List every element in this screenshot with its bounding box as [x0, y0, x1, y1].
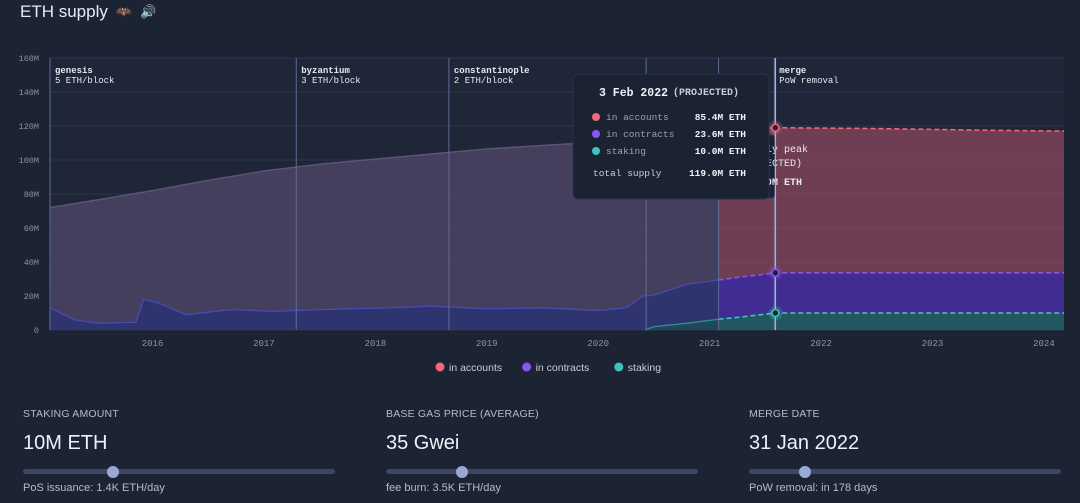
tooltip-dot-staking: [592, 147, 600, 155]
tooltip-row-label: staking: [606, 146, 646, 157]
x-tick-label: 2021: [699, 339, 721, 349]
hover-marker-contracts: [771, 268, 780, 278]
contracts-area-historical: [50, 279, 719, 330]
y-tick-label: 140M: [19, 88, 39, 98]
milestone-reward: 3 ETH/block: [301, 76, 360, 86]
milestone-name: byzantium: [301, 66, 350, 76]
accounts-area-historical: [50, 131, 719, 330]
peak-annotation-value: .0M ETH: [760, 178, 802, 189]
milestone-name: constantinople: [454, 66, 530, 76]
control-value: 35 Gwei: [386, 432, 460, 454]
supply-chart[interactable]: 0 20M 40M 60M 80M 100M 120M 140M 160M 2016 2017 201…: [0, 0, 1080, 400]
page-title-text: ETH supply: [20, 2, 108, 21]
x-tick-label: 2017: [253, 339, 275, 349]
y-tick-label: 160M: [19, 54, 39, 64]
control-label: STAKING AMOUNT: [23, 408, 119, 420]
peak-annotation-text: JECTED): [760, 158, 802, 170]
staking-amount-slider[interactable]: [23, 465, 335, 478]
bat-icon[interactable]: 🦇: [115, 4, 133, 19]
control-label: MERGE DATE: [749, 408, 820, 420]
hover-marker-staking: [771, 308, 780, 318]
tooltip-row-value: 23.6M ETH: [695, 129, 747, 140]
merge-date-control: MERGE DATE 31 Jan 2022 PoW removal: in 1…: [749, 408, 1061, 494]
contracts-line-projected: [718, 272, 1064, 281]
slider-thumb[interactable]: [456, 465, 469, 478]
control-value: 10M ETH: [23, 432, 108, 454]
x-tick-label: 2020: [587, 339, 609, 349]
tooltip-box: [572, 73, 770, 200]
milestone-reward: 5 ETH/block: [55, 76, 114, 86]
tooltip-dot-contracts: [592, 130, 600, 138]
staking-area-projected: [718, 313, 1064, 330]
legend-swatch-contracts[interactable]: [522, 362, 532, 372]
legend-swatch-accounts[interactable]: [435, 362, 445, 372]
control-label: BASE GAS PRICE (AVERAGE): [386, 408, 539, 420]
milestone-reward: 2 ETH/block: [454, 76, 513, 86]
x-tick-label: 2016: [142, 339, 164, 349]
y-tick-label: 120M: [19, 122, 39, 132]
tooltip-total-value: 119.0M ETH: [689, 168, 746, 179]
contracts-line-historical: [49, 279, 719, 324]
tooltip-row-label: in accounts: [606, 112, 669, 123]
y-tick-label: 20M: [24, 292, 39, 302]
milestone-reward: PoW removal: [779, 76, 838, 86]
slider-thumb[interactable]: [799, 465, 812, 478]
tooltip-total-label: total supply: [593, 168, 662, 179]
x-tick-label: 2022: [810, 339, 832, 349]
x-tick-label: 2023: [922, 339, 944, 349]
slider-thumb[interactable]: [107, 465, 120, 478]
control-subtext: fee burn: 3.5K ETH/day: [386, 482, 501, 494]
control-subtext: PoW removal: in 178 days: [749, 482, 878, 494]
legend-label[interactable]: in accounts: [449, 362, 502, 374]
x-tick-label: 2018: [365, 339, 387, 349]
speaker-icon[interactable]: 🔊: [140, 4, 157, 19]
x-tick-label: 2024: [1033, 339, 1055, 349]
control-value: 31 Jan 2022: [749, 432, 860, 454]
milestone-name: genesis: [55, 66, 93, 76]
tooltip-row-value: 85.4M ETH: [695, 112, 747, 123]
tooltip-row-value: 10.0M ETH: [695, 146, 747, 157]
tooltip-date: 3 Feb 2022: [599, 87, 668, 100]
legend-label[interactable]: in contracts: [536, 362, 590, 374]
gas-price-control: BASE GAS PRICE (AVERAGE) 35 Gwei fee bur…: [386, 408, 698, 494]
y-tick-label: 100M: [19, 156, 39, 166]
peak-annotation-text: ply peak: [760, 144, 808, 156]
legend-swatch-staking[interactable]: [614, 362, 624, 372]
merge-date-slider[interactable]: [749, 465, 1061, 478]
control-subtext: PoS issuance: 1.4K ETH/day: [23, 482, 165, 494]
milestone-name: merge: [779, 66, 806, 76]
hover-marker-accounts: [771, 123, 780, 132]
y-tick-label: 60M: [24, 224, 39, 234]
tooltip-dot-accounts: [592, 113, 600, 121]
tooltip-row-label: in contracts: [606, 129, 674, 140]
y-tick-label: 80M: [24, 190, 39, 200]
gas-price-slider[interactable]: [386, 465, 698, 478]
page-title: ETH supply 🦇 🔊: [20, 2, 156, 22]
staking-line-historical: [644, 318, 719, 331]
legend-label[interactable]: staking: [628, 362, 661, 374]
tooltip-tag: (PROJECTED): [673, 87, 739, 99]
y-tick-label: 40M: [24, 258, 39, 268]
x-tick-label: 2019: [476, 339, 498, 349]
staking-amount-control: STAKING AMOUNT 10M ETH PoS issuance: 1.4…: [23, 408, 335, 494]
y-tick-label: 0: [34, 326, 39, 336]
staking-line-projected: [718, 312, 1064, 321]
